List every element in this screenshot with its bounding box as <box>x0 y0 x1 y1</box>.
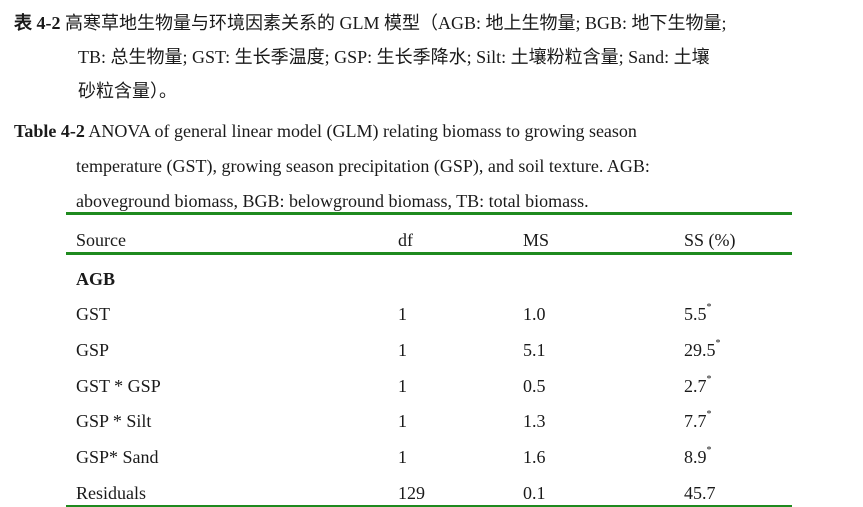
caption-en-label: Table 4-2 <box>14 121 85 141</box>
cell-source: GSP <box>76 340 110 360</box>
cell-ms: 1.6 <box>523 447 546 467</box>
caption-english: Table 4-2 ANOVA of general linear model … <box>14 114 850 219</box>
significance-mark: * <box>706 374 712 385</box>
caption-zh-text-1: 高寒草地生物量与环境因素关系的 GLM 模型（AGB: 地上生物量; BGB: … <box>65 13 727 33</box>
cell-ms: 5.1 <box>523 340 546 360</box>
table-header-rule <box>66 252 792 255</box>
header-ss: SS (%) <box>684 230 736 250</box>
cell-ms: 1.0 <box>523 304 546 324</box>
caption-en-line-2: temperature (GST), growing season precip… <box>76 156 650 176</box>
cell-ss-value: 29.5 <box>684 340 716 360</box>
significance-mark: * <box>706 409 712 420</box>
cell-ms: 1.3 <box>523 411 546 431</box>
cell-df: 1 <box>398 304 407 324</box>
table-top-rule <box>66 212 792 215</box>
caption-en-text-1: ANOVA of general linear model (GLM) rela… <box>88 121 637 141</box>
cell-df: 1 <box>398 411 407 431</box>
cell-ss: 29.5* <box>684 338 721 361</box>
cell-ss-value: 2.7 <box>684 376 707 396</box>
caption-zh-label: 表 4-2 <box>14 13 61 33</box>
cell-ss: 8.9* <box>684 445 712 468</box>
cell-source: GST <box>76 304 111 324</box>
caption-en-line-1: Table 4-2 ANOVA of general linear model … <box>14 114 850 149</box>
caption-zh-line-3: 砂粒含量）。 <box>78 81 177 101</box>
cell-ss: 7.7* <box>684 409 712 432</box>
caption-en-line-3: aboveground biomass, BGB: belowground bi… <box>76 191 589 211</box>
caption-zh-line-1: 表 4-2 高寒草地生物量与环境因素关系的 GLM 模型（AGB: 地上生物量;… <box>14 6 850 40</box>
cell-ss-value: 5.5 <box>684 304 707 324</box>
cell-ms: 0.5 <box>523 376 546 396</box>
cell-ss-value: 8.9 <box>684 447 707 467</box>
significance-mark: * <box>706 302 712 313</box>
cell-ms: 0.1 <box>523 483 546 503</box>
cell-df: 1 <box>398 376 407 396</box>
significance-mark: * <box>715 338 721 349</box>
section-label-agb: AGB <box>76 269 116 289</box>
cell-source: GSP* Sand <box>76 447 159 467</box>
cell-df: 129 <box>398 483 425 503</box>
cell-source: GST * GSP <box>76 376 161 396</box>
cell-df: 1 <box>398 447 407 467</box>
cell-ss: 2.7* <box>684 374 712 397</box>
header-df: df <box>398 230 413 250</box>
cell-ss-value: 7.7 <box>684 411 707 431</box>
significance-mark: * <box>706 445 712 456</box>
header-ms: MS <box>523 230 550 250</box>
table-bottom-rule <box>66 505 792 507</box>
cell-ss: 45.7 <box>684 482 716 504</box>
header-source: Source <box>76 230 126 250</box>
cell-source: GSP * Silt <box>76 411 152 431</box>
cell-ss: 5.5* <box>684 302 712 325</box>
cell-df: 1 <box>398 340 407 360</box>
caption-zh-line-2: TB: 总生物量; GST: 生长季温度; GSP: 生长季降水; Silt: … <box>78 47 710 67</box>
caption-chinese: 表 4-2 高寒草地生物量与环境因素关系的 GLM 模型（AGB: 地上生物量;… <box>14 6 850 108</box>
cell-ss-value: 45.7 <box>684 483 716 503</box>
cell-source: Residuals <box>76 483 146 503</box>
